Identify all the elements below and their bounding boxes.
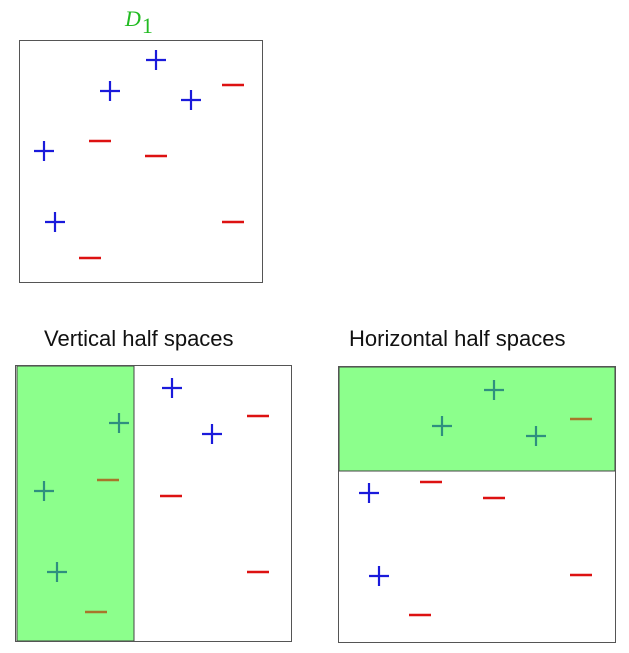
panel-horizontal-frame <box>338 366 616 643</box>
panel-vertical-frame <box>15 365 292 642</box>
horizontal-plus-mark-in-region <box>484 380 504 400</box>
vertical-plus-mark-in-region <box>34 481 54 501</box>
vertical-green-region <box>16 365 135 642</box>
horizontal-half-spaces-title: Horizontal half spaces <box>349 326 566 351</box>
vertical-half-spaces-title: Vertical half spaces <box>44 326 234 351</box>
panel-vertical <box>15 365 292 642</box>
marks <box>34 50 592 617</box>
panel-horizontal <box>338 366 616 643</box>
panel-d1 <box>19 40 263 283</box>
horizontal-plus-mark-in-region <box>526 426 546 446</box>
d1-plus-mark <box>146 50 166 70</box>
vertical-plus-mark-in-region <box>47 562 67 582</box>
horizontal-plus-mark <box>369 566 389 586</box>
horizontal-plus-mark-in-region <box>432 416 452 436</box>
panel-d1-frame <box>19 40 263 283</box>
d1-plus-mark <box>45 212 65 232</box>
d1-plus-mark <box>34 141 54 161</box>
horizontal-plus-mark <box>359 483 379 503</box>
d1-plus-mark <box>100 81 120 101</box>
vertical-plus-mark <box>202 424 222 444</box>
vertical-plus-mark-in-region <box>109 413 129 433</box>
vertical-plus-mark <box>162 378 182 398</box>
d1-label: D1 <box>125 6 153 38</box>
d1-plus-mark <box>181 90 201 110</box>
